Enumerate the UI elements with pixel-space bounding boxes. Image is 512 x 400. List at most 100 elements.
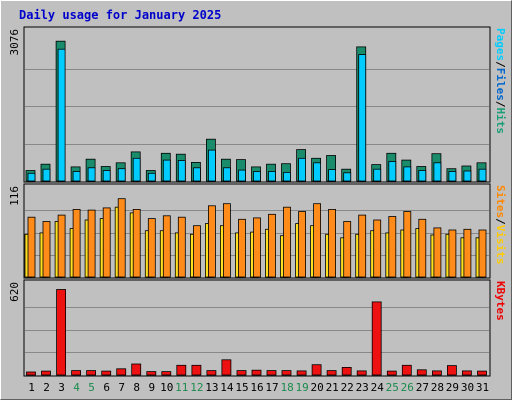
panel-2: 116 Sites/Visits — [8, 183, 507, 279]
bar-sites-day-17 — [268, 213, 276, 278]
panel-legend: Sites/Visits — [494, 185, 507, 265]
bar-sites-day-27 — [418, 218, 427, 278]
day-label-4: 4 — [73, 381, 80, 394]
day-label-16: 16 — [250, 381, 263, 394]
bar-files-day-4 — [72, 171, 81, 182]
bar-kbytes-day-28 — [431, 370, 442, 376]
day-label-2: 2 — [43, 381, 50, 394]
bar-files-day-30 — [463, 170, 472, 182]
day-label-22: 22 — [341, 381, 354, 394]
bar-sites-day-15 — [238, 218, 246, 278]
bar-files-day-28 — [433, 162, 442, 182]
bar-kbytes-day-11 — [176, 364, 187, 376]
day-label-30: 30 — [461, 381, 474, 394]
day-label-31: 31 — [476, 381, 489, 394]
day-label-8: 8 — [133, 381, 140, 394]
bar-files-day-13 — [207, 149, 216, 182]
bar-kbytes-day-7 — [116, 368, 127, 376]
day-label-20: 20 — [310, 381, 323, 394]
bar-kbytes-day-6 — [101, 370, 112, 376]
bar-kbytes-day-18 — [281, 370, 292, 376]
bar-sites-day-24 — [373, 219, 382, 278]
day-label-5: 5 — [88, 381, 95, 394]
bar-sites-day-11 — [177, 216, 186, 278]
day-label-28: 28 — [431, 381, 444, 394]
day-label-11: 11 — [175, 381, 188, 394]
panel-frame — [23, 279, 491, 377]
bar-kbytes-day-13 — [206, 370, 217, 376]
series-files — [27, 48, 487, 182]
bar-files-day-1 — [27, 172, 36, 182]
bar-sites-day-12 — [192, 225, 201, 278]
bar-sites-day-20 — [313, 203, 322, 278]
bar-kbytes-day-30 — [461, 370, 472, 376]
legend-separator: / — [494, 218, 507, 225]
bar-kbytes-day-23 — [356, 370, 367, 376]
bar-sites-day-30 — [463, 228, 472, 278]
bar-files-day-24 — [373, 168, 382, 182]
bar-kbytes-day-4 — [71, 370, 81, 376]
bar-kbytes-day-9 — [146, 371, 157, 376]
day-label-27: 27 — [416, 381, 429, 394]
bar-kbytes-day-10 — [161, 371, 172, 376]
bar-files-day-14 — [222, 167, 231, 182]
legend-files: Files — [494, 68, 507, 101]
bar-kbytes-day-27 — [416, 369, 427, 376]
legend-hits: Hits — [494, 108, 507, 135]
bar-sites-day-3 — [57, 214, 66, 278]
bar-files-day-20 — [313, 162, 322, 182]
bar-sites-day-16 — [253, 217, 261, 278]
bar-kbytes-day-1 — [26, 371, 36, 376]
bar-sites-day-7 — [117, 198, 126, 278]
bar-kbytes-day-17 — [266, 370, 277, 376]
panel-frame — [23, 26, 491, 183]
day-label-12: 12 — [190, 381, 203, 394]
legend-sites: Sites — [494, 185, 507, 218]
bar-sites-day-22 — [343, 221, 352, 278]
bar-kbytes-day-22 — [341, 366, 352, 376]
day-label-9: 9 — [148, 381, 155, 394]
bar-sites-day-8 — [132, 208, 141, 278]
bar-sites-day-18 — [283, 206, 291, 278]
bar-files-day-7 — [117, 168, 126, 182]
legend-pages: Pages — [494, 28, 507, 61]
bar-sites-day-6 — [102, 207, 111, 278]
day-label-10: 10 — [160, 381, 173, 394]
bar-files-day-22 — [343, 172, 352, 182]
bar-files-day-5 — [87, 167, 96, 182]
panel-legend: Pages/Files/Hits — [494, 28, 507, 134]
series-sites — [27, 198, 487, 278]
day-label-19: 19 — [295, 381, 308, 394]
bar-files-day-31 — [478, 168, 487, 182]
bar-files-day-11 — [177, 160, 186, 182]
panel-max-label: 116 — [8, 186, 21, 206]
day-label-7: 7 — [118, 381, 125, 394]
bar-files-day-10 — [162, 159, 171, 182]
day-label-29: 29 — [446, 381, 459, 394]
bar-files-day-6 — [102, 170, 111, 182]
legend-separator: / — [494, 101, 507, 108]
day-label-25: 25 — [386, 381, 399, 394]
day-label-23: 23 — [356, 381, 369, 394]
bar-files-day-25 — [388, 161, 397, 182]
panel-1: 3076 Pages/Files/Hits — [8, 26, 507, 183]
bar-files-day-18 — [283, 171, 291, 182]
bar-sites-day-14 — [222, 203, 231, 278]
bar-sites-day-21 — [328, 208, 337, 278]
day-label-24: 24 — [371, 381, 385, 394]
legend-visits: Visits — [494, 225, 507, 265]
day-label-18: 18 — [280, 381, 293, 394]
bar-kbytes-day-12 — [191, 364, 202, 376]
day-label-1: 1 — [28, 381, 35, 394]
bar-files-day-21 — [328, 169, 337, 182]
panel-max-label: 620 — [8, 282, 21, 302]
day-label-6: 6 — [103, 381, 110, 394]
bar-files-day-23 — [358, 54, 367, 182]
bar-sites-day-13 — [207, 205, 216, 278]
bar-sites-day-29 — [448, 229, 457, 278]
panel-3: 620 KBytes — [8, 279, 507, 377]
bar-kbytes-day-21 — [326, 370, 337, 376]
bar-sites-day-9 — [147, 218, 156, 278]
